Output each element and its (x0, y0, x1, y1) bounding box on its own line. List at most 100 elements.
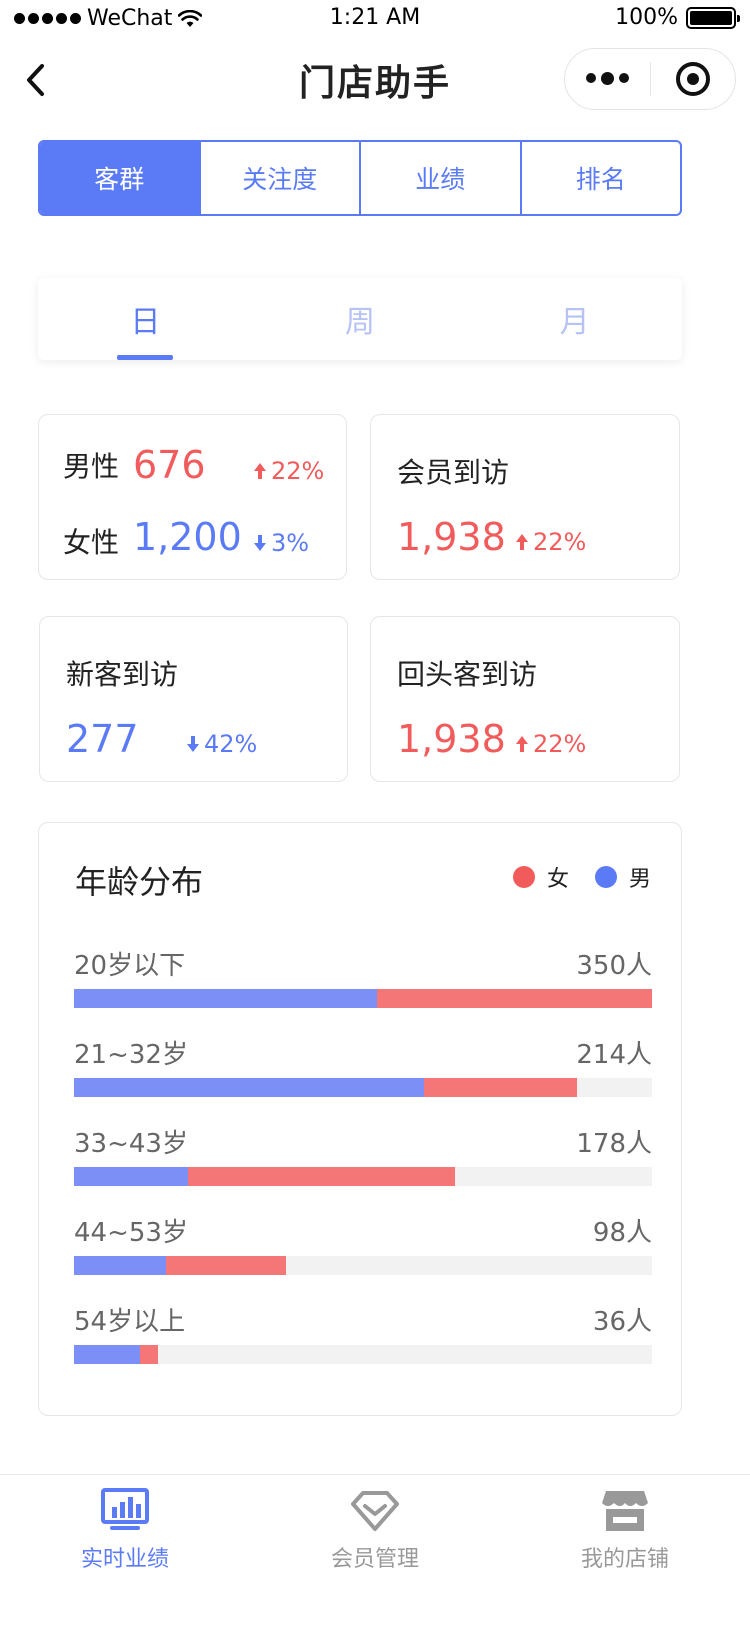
tab-attention[interactable]: 关注度 (198, 142, 360, 214)
return-visit-label: 回头客到访 (397, 658, 538, 691)
return-visit-card[interactable]: 回头客到访 1,938 22% (370, 616, 680, 782)
age-distribution-card: 年龄分布 女 男 20岁以下 350人 21~32岁 214人 33~43岁 178人 (38, 822, 682, 1416)
legend-female-label: 女 (546, 867, 569, 892)
status-time: 1:21 AM (329, 5, 421, 30)
tab-performance[interactable]: 业绩 (359, 142, 520, 214)
age-bar-track (74, 1256, 652, 1275)
page-title: 门店助手 (298, 63, 451, 104)
carrier-label: WeChat (87, 6, 173, 31)
age-row-count: 350人 (576, 951, 652, 981)
tabbar-store-label: 我的店铺 (580, 1547, 669, 1572)
male-label: 男性 (63, 450, 120, 483)
age-bar-male (74, 1345, 140, 1364)
tab-week[interactable]: 周 (345, 305, 375, 340)
wifi-icon (178, 9, 203, 27)
age-bar-male (74, 989, 378, 1008)
arrow-down-icon (254, 535, 266, 551)
male-delta-value: 22% (271, 457, 325, 485)
tabbar-realtime-performance[interactable]: 实时业绩 (0, 1475, 250, 1637)
tab-ranking[interactable]: 排名 (519, 142, 681, 214)
legend-female-dot (512, 866, 535, 888)
chart-monitor-icon (101, 1488, 149, 1530)
age-bar-male (74, 1256, 166, 1275)
tabbar-member-label: 会员管理 (330, 1547, 419, 1572)
close-target-icon[interactable] (651, 62, 736, 96)
age-bar-female (165, 1256, 287, 1275)
status-left: WeChat (14, 6, 203, 31)
status-right: 100% (615, 5, 740, 30)
tabbar-my-store[interactable]: 我的店铺 (500, 1475, 750, 1637)
age-row-label: 54岁以上 (74, 1307, 186, 1337)
member-visit-label: 会员到访 (397, 456, 510, 489)
member-visit-value: 1,938 (397, 515, 506, 559)
age-row-label: 44~53岁 (74, 1218, 188, 1248)
new-visit-card[interactable]: 新客到访 277 42% (39, 616, 348, 782)
battery-icon (686, 6, 740, 29)
legend-female: 女 (512, 861, 569, 893)
female-label: 女性 (63, 526, 120, 559)
member-visit-card[interactable]: 会员到访 1,938 22% (370, 414, 680, 580)
battery-percent: 100% (615, 5, 678, 30)
period-tabs: 日 周 月 (38, 278, 682, 360)
arrow-up-icon (516, 736, 528, 752)
female-delta-value: 3% (271, 529, 310, 557)
legend-male: 男 (594, 861, 651, 893)
bottom-tab-bar: 实时业绩 会员管理 我的店铺 (0, 1474, 750, 1637)
arrow-up-icon (516, 534, 528, 550)
legend-male-dot (594, 866, 617, 888)
signal-icon (14, 13, 81, 24)
category-tabs: 客群 关注度 业绩 排名 (38, 140, 682, 216)
member-visit-delta-value: 22% (533, 528, 587, 556)
gender-card[interactable]: 男性 676 22% 女性 1,200 3% (38, 414, 347, 580)
male-delta: 22% (253, 457, 324, 485)
age-legend: 女 男 (487, 861, 651, 893)
age-bar-track (74, 1078, 652, 1097)
age-bar-female (187, 1167, 456, 1186)
age-bar-female (139, 1345, 159, 1364)
age-bar-track (74, 989, 652, 1008)
age-bar-male (74, 1167, 188, 1186)
age-row: 44~53岁 98人 (74, 1212, 652, 1275)
return-visit-delta: 22% (515, 730, 586, 758)
tabbar-realtime-label: 实时业绩 (80, 1547, 169, 1572)
member-visit-delta: 22% (515, 528, 586, 556)
back-chevron-icon[interactable] (18, 60, 58, 100)
age-bar-female (377, 989, 652, 1008)
new-visit-value: 277 (66, 717, 139, 761)
female-value: 1,200 (133, 515, 242, 559)
tab-month[interactable]: 月 (559, 305, 590, 340)
arrow-up-icon (254, 463, 266, 479)
age-row: 54岁以上 36人 (74, 1301, 652, 1364)
tab-day[interactable]: 日 (38, 278, 253, 360)
age-row-label: 21~32岁 (74, 1040, 188, 1070)
age-row-count: 98人 (592, 1218, 652, 1248)
age-row-label: 20岁以下 (74, 951, 186, 981)
return-visit-value: 1,938 (397, 717, 506, 761)
age-row: 21~32岁 214人 (74, 1034, 652, 1097)
tabbar-member-management[interactable]: 会员管理 (250, 1475, 500, 1637)
age-row: 20岁以下 350人 (74, 945, 652, 1008)
new-visit-label: 新客到访 (66, 658, 179, 691)
age-row-count: 36人 (592, 1307, 652, 1337)
mini-program-capsule (564, 48, 736, 110)
new-visit-delta-value: 42% (204, 730, 258, 758)
age-row-label: 33~43岁 (74, 1129, 188, 1159)
arrow-down-icon (187, 736, 199, 752)
female-delta: 3% (253, 529, 309, 557)
return-visit-delta-value: 22% (533, 730, 587, 758)
diamond-icon (351, 1491, 399, 1531)
new-visit-delta: 42% (186, 730, 257, 758)
tab-customers[interactable]: 客群 (40, 142, 199, 214)
male-row: 男性 (63, 445, 119, 485)
capsule-divider (649, 62, 651, 96)
nav-bar: 门店助手 (0, 40, 750, 120)
legend-male-label: 男 (628, 867, 651, 892)
age-bar-track (74, 1167, 652, 1186)
age-bar-track (74, 1345, 652, 1364)
age-row-count: 178人 (576, 1129, 652, 1159)
more-dots-icon[interactable] (565, 72, 650, 85)
store-icon (602, 1491, 648, 1531)
age-row: 33~43岁 178人 (74, 1123, 652, 1186)
age-bar-male (74, 1078, 424, 1097)
age-row-count: 214人 (576, 1040, 652, 1070)
